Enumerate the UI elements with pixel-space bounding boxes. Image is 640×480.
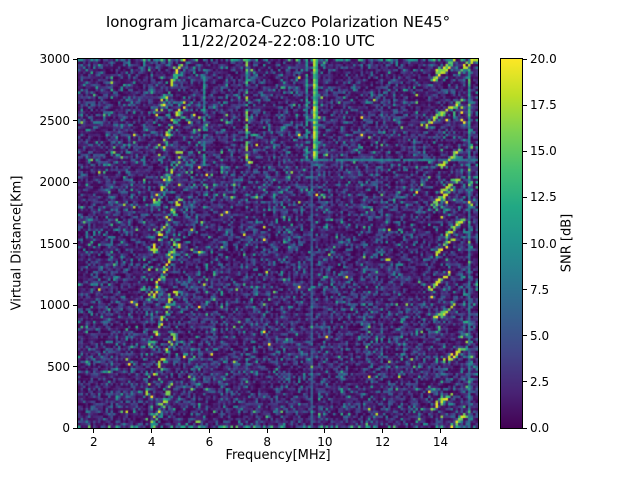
colorbar-tick-label: 12.5 [530,190,557,205]
ionogram-heatmap [78,59,478,428]
x-tick-mark [151,429,153,433]
y-tick-label: 500 [47,359,70,374]
colorbar-tick-label: 15.0 [530,144,557,159]
colorbar-tick-label: 20.0 [530,52,557,66]
colorbar-gradient [501,59,522,428]
x-tick-label: 2 [90,435,98,449]
x-tick-mark [266,429,268,433]
colorbar-tick-mark [523,243,527,244]
x-tick-mark [208,429,210,433]
colorbar-tick-label: 0.0 [530,421,550,435]
x-tick-label: 8 [263,435,271,449]
y-tick-label: 2000 [39,175,70,189]
colorbar-tick-label: 17.5 [530,98,557,113]
colorbar-tick-mark [523,289,527,291]
y-tick-mark [73,120,77,121]
y-tick-label: 0 [62,421,70,435]
y-tick-mark [73,304,77,306]
chart-title: Ionogram Jicamarca-Cuzco Polarization NE… [78,13,478,51]
x-tick-mark [324,429,326,433]
y-tick-mark [73,58,77,60]
colorbar-tick-mark [523,381,527,383]
y-tick-label: 2500 [39,113,70,128]
colorbar-tick-mark [523,335,527,337]
colorbar-tick-label: 10.0 [530,236,557,251]
y-tick-label: 3000 [39,52,70,66]
x-tick-label: 12 [375,435,391,449]
x-tick-label: 10 [317,435,333,449]
colorbar-tick-mark [523,427,527,429]
x-tick-label: 14 [432,435,449,449]
x-tick-mark [93,429,95,433]
colorbar-tick-label: 5.0 [530,328,550,343]
colorbar-tick-mark [523,104,527,106]
y-tick-mark [73,427,77,429]
x-tick-mark [439,429,441,433]
y-tick-mark [73,243,77,244]
y-tick-label: 1000 [39,298,70,312]
x-tick-label: 6 [205,435,214,449]
chart-title-line1: Ionogram Jicamarca-Cuzco Polarization NE… [105,13,451,31]
colorbar-tick-label: 2.5 [530,374,550,389]
x-tick-label: 4 [147,435,156,449]
colorbar-tick-mark [523,58,527,60]
y-tick-label: 1500 [39,236,70,251]
x-tick-mark [382,429,384,433]
y-tick-mark [73,181,77,183]
chart-title-line2: 11/22/2024-22:08:10 UTC [181,32,375,50]
colorbar-tick-mark [523,150,527,152]
colorbar-label: SNR [dB] [559,213,575,273]
colorbar-tick-label: 7.5 [530,282,550,297]
y-tick-mark [73,366,77,367]
colorbar-tick-mark [523,196,527,198]
x-axis-label: Frequency[MHz] [225,448,331,463]
